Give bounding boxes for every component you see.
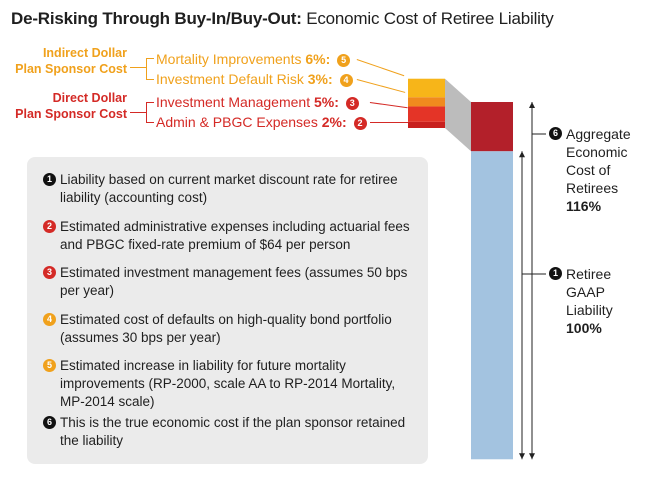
component-mortality: Mortality Improvements 6%: 5: [156, 51, 351, 67]
note-text: This is the true economic cost if the pl…: [60, 415, 406, 448]
direct-line-1: Direct Dollar: [52, 91, 127, 105]
gaap-line-1: Retiree: [566, 266, 612, 282]
note-text: Estimated investment management fees (as…: [60, 265, 408, 298]
chart-title: De-Risking Through Buy-In/Buy-Out: Econo…: [11, 9, 554, 29]
note-5: 5 Estimated increase in liability for fu…: [43, 357, 421, 411]
gaap-marker: 1: [549, 267, 562, 280]
indirect-leader: [130, 67, 146, 68]
note-text: Estimated administrative expenses includ…: [60, 219, 410, 252]
gaap-arrow-bottom: [519, 453, 525, 460]
aggregate-arrow-bottom: [529, 453, 535, 460]
component-label: Mortality Improvements: [156, 51, 302, 67]
bar-mortality: [408, 78, 445, 98]
marker-5: 5: [337, 54, 351, 67]
aggregate-pct: 116%: [566, 198, 602, 214]
note-marker: 5: [43, 359, 56, 372]
note-marker: 1: [43, 173, 56, 186]
marker-4: 4: [339, 74, 353, 87]
aggregate-marker: 6: [549, 127, 562, 140]
gaap-line-3: Liability: [566, 302, 613, 318]
title-rest: Economic Cost of Retiree Liability: [301, 9, 554, 28]
gaap-pct: 100%: [566, 320, 602, 336]
note-1: 1 Liability based on current market disc…: [43, 171, 421, 207]
indirect-cost-label: Indirect Dollar Plan Sponsor Cost: [0, 45, 127, 77]
bar-investment-mgmt: [408, 106, 445, 122]
note-marker: 2: [43, 220, 56, 233]
bar-admin-pbgc: [408, 121, 445, 128]
aggregate-line-2: Economic: [566, 144, 628, 160]
connector-band: [445, 78, 471, 152]
marker-3: 3: [345, 97, 359, 110]
component-pct: 3%:: [307, 71, 333, 87]
direct-leader: [130, 112, 146, 113]
component-pct: 5%:: [313, 94, 339, 110]
note-6: 6 This is the true economic cost if the …: [43, 414, 421, 450]
direct-cost-label: Direct Dollar Plan Sponsor Cost: [0, 90, 127, 122]
component-investment-mgmt: Investment Management 5%: 3: [156, 94, 359, 110]
bar-default-risk: [408, 97, 445, 107]
component-label: Investment Default Risk: [156, 71, 304, 87]
aggregate-line-3: Cost of: [566, 162, 611, 178]
indirect-bracket: [146, 58, 154, 80]
gaap-label: Retiree GAAP Liability 100%: [566, 265, 613, 337]
indirect-line-1: Indirect Dollar: [42, 46, 127, 60]
value-brackets: [519, 102, 546, 460]
note-marker: 6: [43, 416, 56, 429]
component-admin-pbgc: Admin & PBGC Expenses 2%: 2: [156, 114, 367, 130]
component-pct: 2%:: [321, 114, 347, 130]
bar-aggregate-extra: [471, 102, 513, 152]
direct-bracket: [146, 102, 154, 123]
note-text: Estimated increase in liability for futu…: [60, 358, 396, 409]
note-marker: 3: [43, 266, 56, 279]
note-3: 3 Estimated investment management fees (…: [43, 264, 421, 300]
indirect-line-2: Plan Sponsor Cost: [15, 62, 127, 76]
note-marker: 4: [43, 313, 56, 326]
direct-line-2: Plan Sponsor Cost: [15, 107, 127, 121]
aggregate-label: Aggregate Economic Cost of Retirees 116%: [566, 125, 631, 215]
component-label: Investment Management: [156, 94, 311, 110]
aggregate-line-1: Aggregate: [566, 126, 631, 142]
notes-panel: 1 Liability based on current market disc…: [27, 157, 428, 464]
aggregate-arrow-top: [529, 102, 535, 108]
title-bold: De-Risking Through Buy-In/Buy-Out:: [11, 9, 302, 28]
gaap-arrow-top: [519, 151, 525, 158]
marker-2: 2: [353, 117, 367, 130]
component-default-risk: Investment Default Risk 3%: 4: [156, 71, 353, 87]
aggregate-line-4: Retirees: [566, 180, 619, 196]
note-2: 2 Estimated administrative expenses incl…: [43, 218, 421, 254]
gaap-line-2: GAAP: [566, 284, 605, 300]
component-pct: 6%:: [305, 51, 331, 67]
leader-admin-pbgc: [370, 122, 408, 123]
component-label: Admin & PBGC Expenses: [156, 114, 318, 130]
note-4: 4 Estimated cost of defaults on high-qua…: [43, 311, 421, 347]
note-text: Estimated cost of defaults on high-quali…: [60, 312, 392, 345]
note-text: Liability based on current market discou…: [60, 172, 398, 205]
bar-gaap-liability: [471, 151, 513, 460]
chart-bars: [408, 78, 513, 460]
